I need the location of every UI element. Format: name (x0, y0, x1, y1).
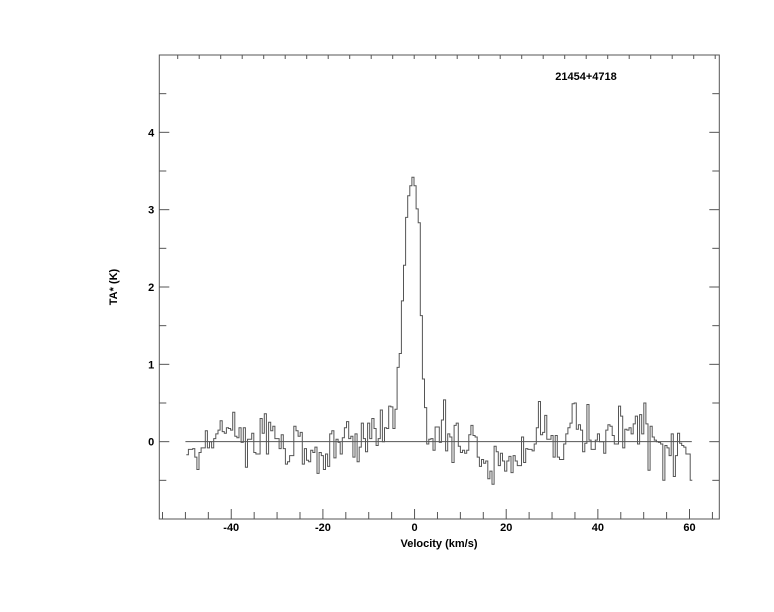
x-tick-labels: -40 -20 0 20 40 60 (223, 522, 695, 534)
y-axis-label: TA* (K) (108, 268, 120, 305)
x-tick-label: -40 (223, 522, 239, 534)
x-tick-label: 60 (683, 522, 695, 534)
y-tick-label: 2 (148, 282, 154, 294)
x-tick-label: 0 (411, 522, 417, 534)
y-tick-labels: 0 1 2 3 4 (148, 127, 155, 448)
plot-frame (158, 54, 720, 520)
axis-ticks (159, 55, 720, 519)
y-tick-label: 4 (148, 127, 155, 139)
x-tick-label: 20 (500, 522, 512, 534)
x-tick-label: -20 (315, 522, 331, 534)
chart-title: 21454+4718 (555, 71, 616, 83)
x-tick-label: 40 (592, 522, 604, 534)
spectrum-line (186, 176, 693, 485)
x-axis-label: Velocity (km/s) (400, 538, 477, 550)
y-tick-label: 1 (148, 359, 154, 371)
y-tick-label: 3 (148, 205, 154, 217)
y-tick-label: 0 (148, 437, 154, 449)
